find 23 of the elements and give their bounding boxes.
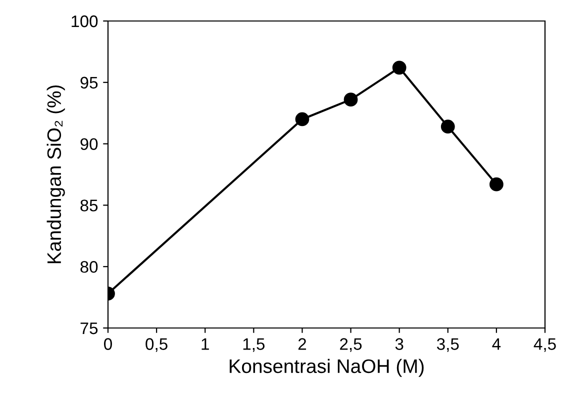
x-tick-label: 2 (298, 338, 306, 350)
x-axis-title: Konsentrasi NaOH (M) (230, 358, 424, 377)
point (490, 177, 504, 192)
x-tick-label: 0 (104, 338, 112, 350)
y-tick-label: 75 (80, 322, 98, 334)
point (392, 60, 406, 75)
y-axis-title: Kandungan SiO₂ (%) (46, 85, 65, 264)
point (344, 92, 358, 107)
x-tick-label: 1 (202, 338, 209, 350)
y-tick-label: 85 (80, 200, 98, 212)
x-tick-label: 1,5 (243, 338, 265, 352)
x-tick-label: 0,5 (146, 338, 168, 352)
y-tick-label: 95 (80, 76, 98, 89)
x-tick-label: 3 (395, 338, 404, 350)
point (295, 112, 310, 126)
point (440, 120, 455, 134)
x-tick-label: 3,5 (436, 338, 459, 352)
y-tick-label: 80 (80, 261, 98, 273)
y-tick-label: 100 (72, 15, 98, 28)
x-tick-label: 4,5 (534, 338, 556, 352)
y-tick-label: 90 (80, 138, 98, 150)
x-tick-label: 2,5 (340, 338, 362, 352)
x-tick-label: 4 (492, 338, 501, 350)
